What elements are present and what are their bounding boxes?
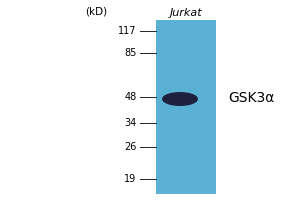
Bar <box>156 20 216 194</box>
Text: Jurkat: Jurkat <box>170 8 202 18</box>
Text: 26: 26 <box>124 142 136 152</box>
Text: GSK3α: GSK3α <box>228 91 274 105</box>
Text: 34: 34 <box>124 118 136 128</box>
Text: 85: 85 <box>124 48 136 58</box>
Text: 48: 48 <box>124 92 136 102</box>
Text: (kD): (kD) <box>85 6 107 16</box>
Text: 19: 19 <box>124 174 136 184</box>
Text: 117: 117 <box>118 26 136 36</box>
Ellipse shape <box>162 92 198 106</box>
